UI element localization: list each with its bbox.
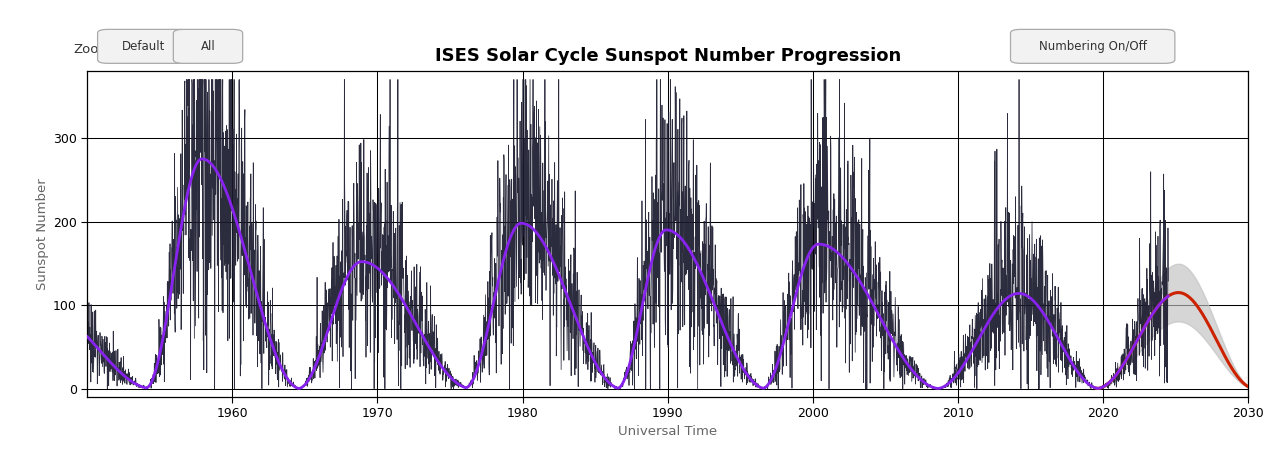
Text: Numbering On/Off: Numbering On/Off	[1039, 40, 1147, 53]
Text: All: All	[200, 40, 216, 53]
Title: ISES Solar Cycle Sunspot Number Progression: ISES Solar Cycle Sunspot Number Progress…	[434, 47, 901, 66]
Text: Default: Default	[122, 40, 164, 53]
X-axis label: Universal Time: Universal Time	[618, 425, 718, 437]
Text: Zoom:: Zoom:	[73, 43, 116, 56]
Y-axis label: Sunspot Number: Sunspot Number	[36, 178, 49, 290]
